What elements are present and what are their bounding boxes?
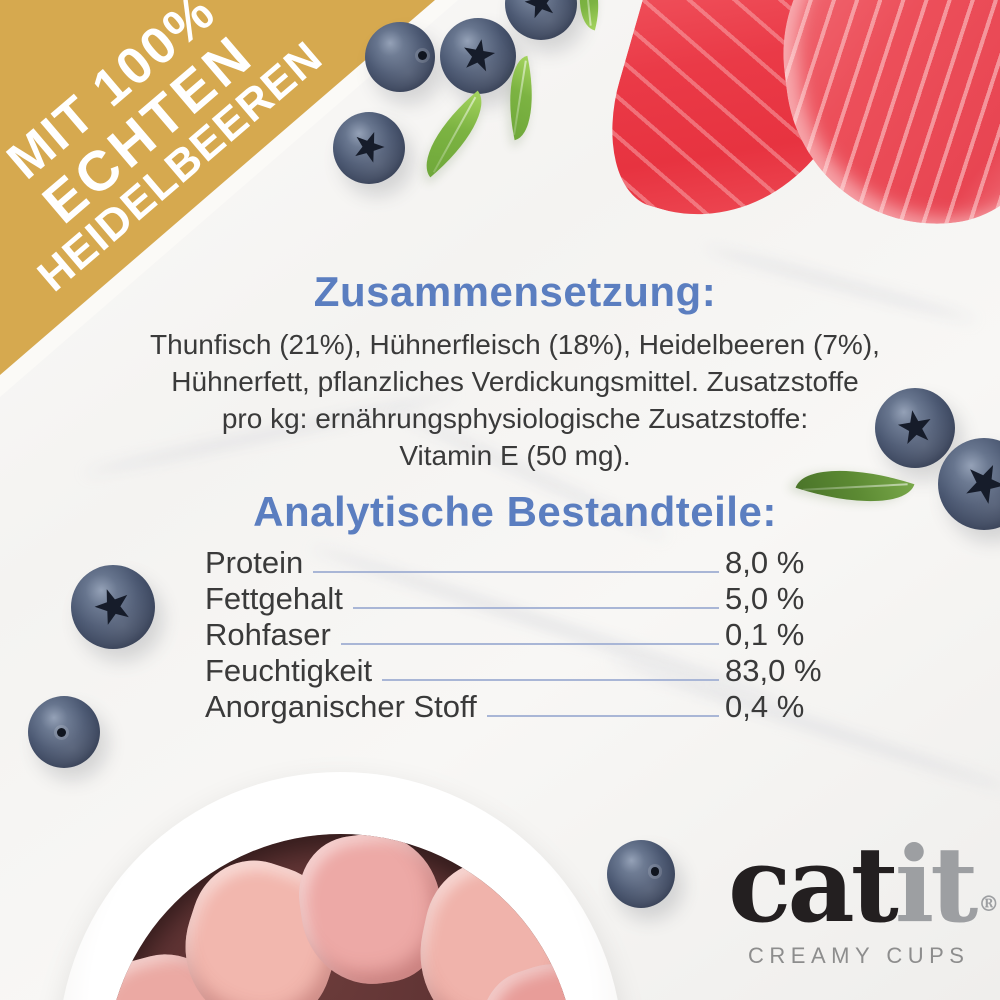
analysis-label: Feuchtigkeit xyxy=(205,653,373,688)
analysis-heading: Analytische Bestandteile: xyxy=(253,488,777,535)
analysis-label: Anorganischer Stoff xyxy=(205,689,477,724)
analysis-value: 0,4 % xyxy=(725,689,805,724)
analysis-label: Rohfaser xyxy=(205,617,331,652)
analysis-section: Analytische Bestandteile: Protein 8,0 % … xyxy=(70,488,960,724)
blueberry-image xyxy=(505,0,577,40)
blueberry-calyx xyxy=(458,36,498,76)
composition-section: Zusammensetzung: Thunfisch (21%), Hühner… xyxy=(70,268,960,474)
table-row: Feuchtigkeit 83,0 % xyxy=(205,652,825,688)
composition-line: Thunfisch (21%), Hühnerfleisch (18%), He… xyxy=(150,329,880,360)
table-row: Anorganischer Stoff 0,4 % xyxy=(205,688,825,724)
tuna-steak-image xyxy=(766,0,1000,241)
composition-line: Hühnerfett, pflanzliches Verdickungsmitt… xyxy=(171,366,859,397)
composition-line: Vitamin E (50 mg). xyxy=(399,440,631,471)
logo-text-cat: cat xyxy=(728,823,899,946)
analysis-value: 83,0 % xyxy=(725,653,822,688)
table-row: Fettgehalt 5,0 % xyxy=(205,580,825,616)
composition-line: pro kg: ernährungsphysiologische Zusatzs… xyxy=(221,403,809,434)
blueberry-calyx xyxy=(348,127,390,169)
blueberry-image xyxy=(440,18,516,94)
registered-trademark-icon: ® xyxy=(978,891,1000,916)
analysis-label: Fettgehalt xyxy=(205,581,343,616)
leader-line xyxy=(340,643,719,645)
blueberry-image xyxy=(71,565,155,649)
leader-line xyxy=(313,571,719,573)
tuna-steaks-image xyxy=(588,0,1000,255)
composition-heading: Zusammensetzung: xyxy=(313,268,717,315)
blueberry-calyx xyxy=(521,0,562,24)
logo-text-it: it xyxy=(894,823,979,946)
analysis-value: 8,0 % xyxy=(725,545,805,580)
blueberry-image xyxy=(875,388,955,468)
analysis-value: 0,1 % xyxy=(725,617,805,652)
table-row: Protein 8,0 % xyxy=(205,544,825,580)
leader-line xyxy=(352,607,719,609)
leader-line xyxy=(382,679,719,681)
blueberry-image xyxy=(365,22,435,92)
catit-logo: catit ® xyxy=(728,833,999,937)
brand-subtitle: CREAMY CUPS xyxy=(748,943,970,968)
meat-bowl-image xyxy=(58,772,623,1000)
meat-chunks-image xyxy=(106,834,576,1000)
leader-line xyxy=(486,715,719,717)
blueberry-calyx xyxy=(956,456,1000,512)
analysis-table: Protein 8,0 % Fettgehalt 5,0 % Rohfaser … xyxy=(205,544,825,724)
blueberry-image xyxy=(333,112,405,184)
analysis-label: Protein xyxy=(205,545,304,580)
blueberry-stem-dot xyxy=(650,867,660,877)
analysis-value: 5,0 % xyxy=(725,581,805,616)
blueberry-image xyxy=(28,696,100,768)
blueberry-stem-dot xyxy=(418,51,428,61)
leaf-image xyxy=(407,90,501,178)
blueberry-stem-dot xyxy=(56,727,67,738)
table-row: Rohfaser 0,1 % xyxy=(205,616,825,652)
blueberry-image xyxy=(607,840,675,908)
